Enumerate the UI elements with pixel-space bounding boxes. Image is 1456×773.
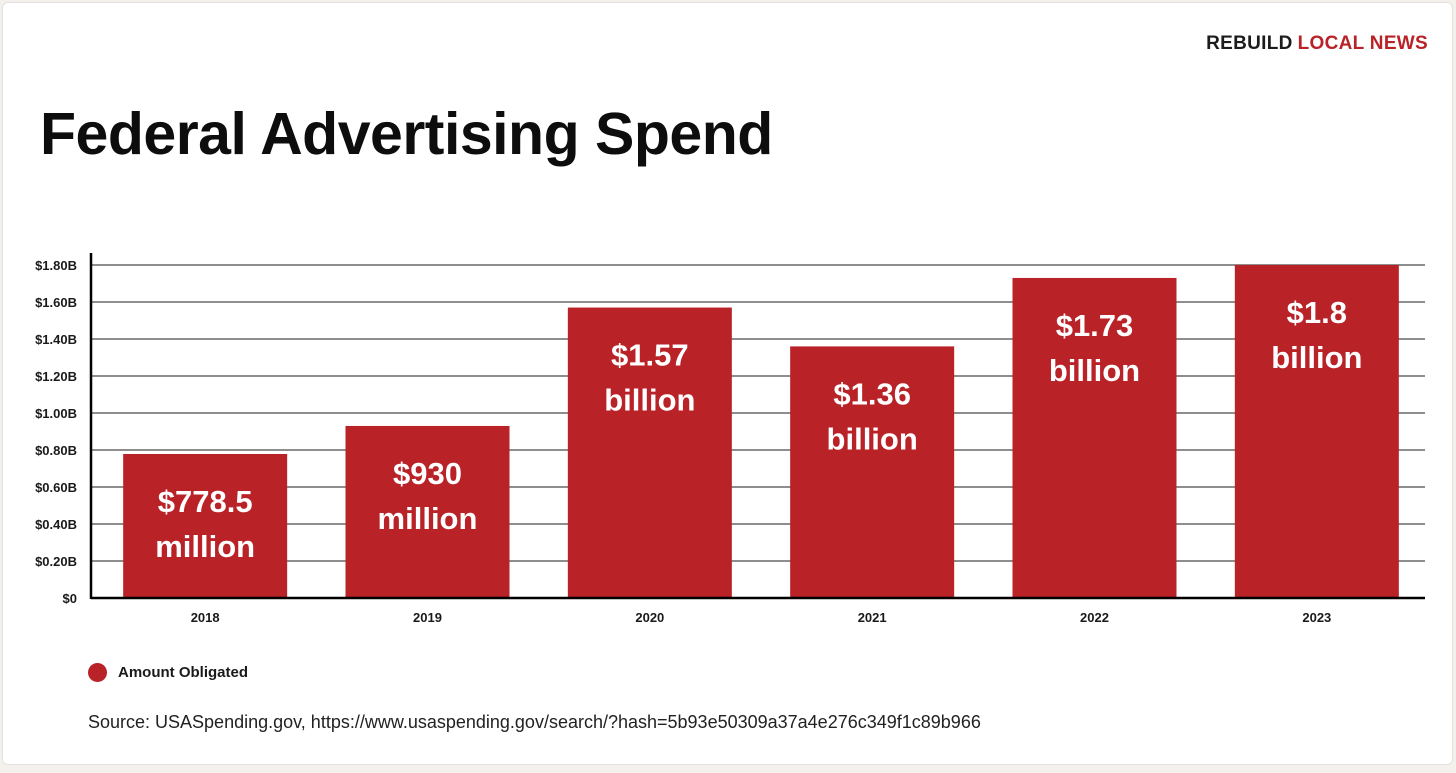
- y-tick-label: $1.00B: [35, 406, 77, 421]
- data-label: billion: [1049, 353, 1140, 388]
- bar: [1012, 277, 1177, 598]
- data-label: million: [378, 501, 478, 536]
- data-label: billion: [604, 383, 695, 418]
- x-tick-label: 2019: [413, 610, 442, 625]
- source-note: Source: USASpending.gov, https://www.usa…: [88, 712, 981, 732]
- bar: [790, 346, 955, 598]
- x-tick-label: 2018: [191, 610, 220, 625]
- chart-title: Federal Advertising Spend: [40, 101, 773, 167]
- y-tick-label: $0: [63, 591, 77, 606]
- y-tick-label: $1.20B: [35, 369, 77, 384]
- y-tick-label: $0.60B: [35, 480, 77, 495]
- bar: [567, 307, 732, 598]
- bar: [123, 453, 288, 598]
- data-label: $1.36: [833, 376, 911, 411]
- y-tick-label: $0.80B: [35, 443, 77, 458]
- data-label: $930: [393, 456, 462, 491]
- y-tick-label: $0.20B: [35, 554, 77, 569]
- legend-label: Amount Obligated: [118, 664, 248, 681]
- data-label: $778.5: [158, 484, 253, 519]
- y-tick-label: $1.80B: [35, 258, 77, 273]
- brand-part-2: LOCAL NEWS: [1297, 33, 1428, 54]
- y-tick-label: $1.60B: [35, 295, 77, 310]
- legend: Amount Obligated: [88, 663, 248, 682]
- x-tick-label: 2021: [858, 610, 887, 625]
- data-label: billion: [827, 421, 918, 456]
- legend-swatch: [88, 663, 107, 682]
- bar: [1234, 265, 1399, 598]
- y-tick-label: $0.40B: [35, 517, 77, 532]
- x-tick-label: 2023: [1302, 610, 1331, 625]
- data-label: $1.57: [611, 338, 689, 373]
- data-label: $1.73: [1056, 308, 1134, 343]
- y-tick-label: $1.40B: [35, 332, 77, 347]
- data-label: billion: [1271, 340, 1362, 375]
- x-tick-label: 2020: [635, 610, 664, 625]
- x-tick-label: 2022: [1080, 610, 1109, 625]
- data-label: million: [155, 529, 255, 564]
- bar: [345, 425, 510, 598]
- data-label: $1.8: [1287, 295, 1347, 330]
- brand-part-1: REBUILD: [1206, 33, 1293, 54]
- brand-logo: REBUILD LOCAL NEWS: [1206, 33, 1428, 55]
